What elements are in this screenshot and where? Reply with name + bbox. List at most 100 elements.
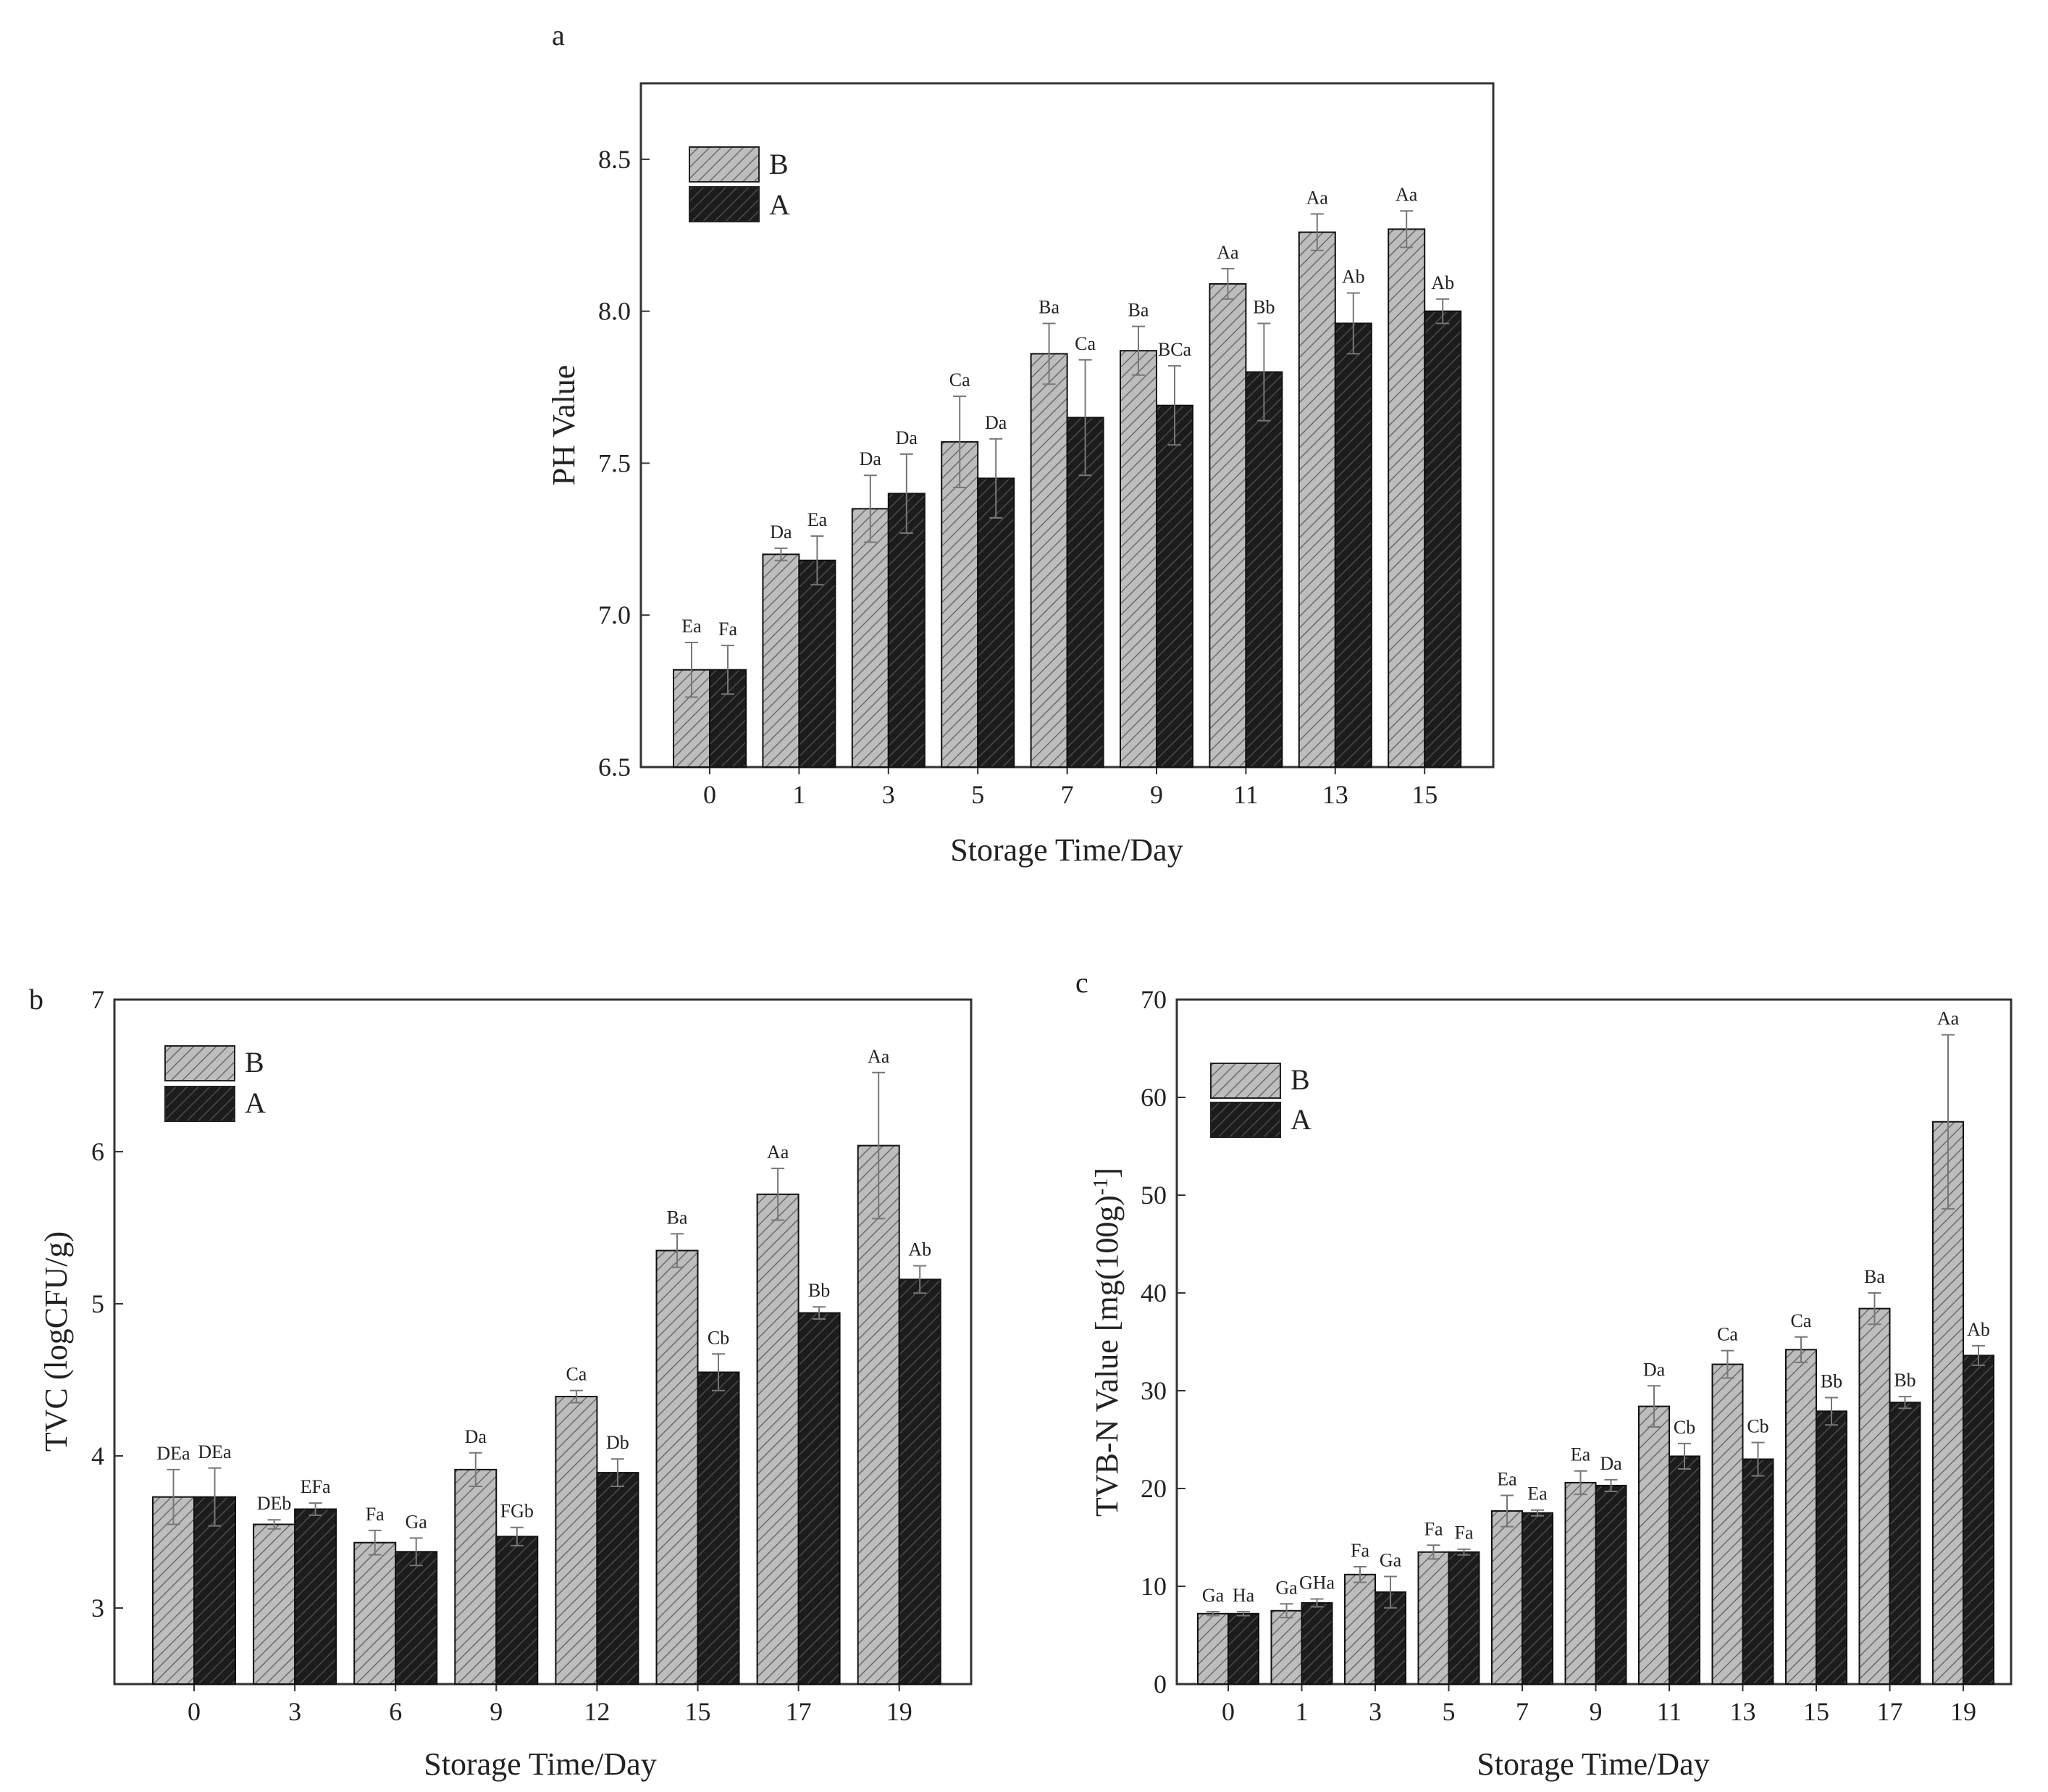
x-tick-label: 11	[1657, 1697, 1682, 1726]
legend-label-b: B	[1291, 1063, 1310, 1096]
panel-c-y-axis-label: TVB-N Value [mg(100g)-1]	[1089, 1168, 1125, 1517]
bar-b	[1491, 1510, 1523, 1686]
bar-b	[1564, 1481, 1597, 1686]
bar-b	[1785, 1349, 1817, 1686]
bar-b	[1858, 1307, 1891, 1685]
significance-label: GHa	[1299, 1573, 1335, 1594]
x-tick-label: 15	[685, 1697, 711, 1726]
significance-label: Da	[1643, 1359, 1666, 1380]
significance-label: Da	[896, 427, 918, 448]
bar-a	[898, 1278, 941, 1685]
x-tick-label: 7	[1061, 780, 1074, 809]
significance-label: Aa	[1396, 184, 1418, 205]
panel-a-y-ticks: 6.5 7.0 7.5 8.0 8.5	[598, 145, 650, 782]
x-tick-label: 17	[786, 1697, 812, 1726]
significance-label: Fa	[366, 1504, 385, 1525]
bar-b	[1270, 1609, 1303, 1685]
panel-b-letter: b	[29, 983, 43, 1016]
x-tick-label: 5	[971, 780, 984, 809]
significance-label: Ha	[1233, 1585, 1255, 1606]
significance-label: Ga	[1275, 1577, 1298, 1598]
significance-label: DEa	[198, 1441, 232, 1462]
significance-label: Cb	[1747, 1416, 1768, 1437]
y-tick-label: 7	[91, 985, 104, 1014]
legend-swatch-b	[164, 1045, 235, 1081]
significance-label: Ga	[1202, 1585, 1225, 1606]
bar-a	[1742, 1458, 1774, 1685]
y-tick-label: 8.0	[598, 297, 631, 326]
significance-label: Ab	[1967, 1319, 1990, 1340]
x-tick-label: 15	[1803, 1697, 1829, 1726]
y-tick-label: 0	[1154, 1670, 1167, 1699]
bar-b	[353, 1541, 397, 1685]
x-tick-label: 3	[288, 1697, 301, 1726]
legend-label-a: A	[1291, 1103, 1312, 1136]
bar-b	[1197, 1612, 1229, 1686]
significance-label: Bb	[1894, 1370, 1915, 1391]
legend-swatch-a	[689, 186, 760, 222]
legend-label-a: A	[245, 1086, 266, 1119]
legend-label-a: A	[769, 188, 790, 221]
significance-label: Aa	[1937, 1008, 1960, 1029]
significance-label: Aa	[767, 1142, 789, 1163]
significance-label: Db	[606, 1432, 629, 1453]
significance-label: Fa	[1455, 1523, 1474, 1544]
bar-a	[1522, 1512, 1553, 1685]
bar-b	[655, 1249, 699, 1685]
y-tick-label: 7.5	[598, 448, 631, 477]
bar-a	[1227, 1612, 1259, 1686]
legend-swatch-b	[1210, 1063, 1281, 1099]
x-tick-label: 12	[584, 1697, 610, 1726]
panel-c-y-axis-label-end: ]	[1089, 1168, 1125, 1178]
bar-b	[762, 553, 800, 768]
panel-b-plot-frame	[113, 998, 973, 1686]
significance-label: Bb	[1821, 1370, 1842, 1391]
panel-a-y-axis-label: PH Value	[546, 365, 582, 486]
significance-label: Fa	[1351, 1540, 1369, 1561]
bar-b	[152, 1496, 195, 1685]
y-tick-label: 8.5	[598, 145, 631, 174]
bar-b	[851, 508, 889, 769]
y-tick-label: 4	[91, 1441, 104, 1470]
y-tick-label: 70	[1141, 985, 1167, 1014]
bar-b	[1711, 1363, 1744, 1686]
significance-label: Da	[985, 412, 1007, 433]
panel-a-legend: B A	[689, 146, 790, 222]
significance-label: Ga	[1380, 1550, 1402, 1571]
significance-label: BCa	[1158, 339, 1192, 360]
bar-b	[1120, 350, 1157, 769]
x-tick-label: 5	[1443, 1697, 1456, 1726]
y-tick-label: 30	[1141, 1376, 1167, 1405]
bar-a	[977, 477, 1015, 769]
x-tick-label: 1	[792, 780, 805, 809]
bar-a	[1245, 371, 1283, 768]
panel-c-letter: c	[1075, 966, 1088, 999]
x-tick-label: 0	[703, 780, 716, 809]
x-tick-label: 13	[1730, 1697, 1756, 1726]
significance-label: Ea	[1527, 1483, 1548, 1504]
significance-label: Cb	[1674, 1417, 1695, 1438]
significance-label: Ca	[949, 369, 970, 390]
x-tick-label: 13	[1322, 780, 1348, 809]
panel-a: a 6.57.07.58.08.5 0 1 3 5 7 9 11 13 15 EaDaDaCaB…	[546, 19, 1495, 868]
significance-label: Ab	[908, 1239, 931, 1260]
y-tick-label: 60	[1141, 1083, 1167, 1112]
bar-a	[1156, 404, 1193, 768]
bar-b	[857, 1144, 900, 1685]
significance-label: Ea	[681, 616, 702, 637]
panel-a-x-ticks: 0 1 3 5 7 9 11 13 15	[703, 767, 1438, 809]
panel-b-y-axis-label: TVC (logCFU/g)	[38, 1231, 74, 1452]
significance-label: Ea	[1571, 1444, 1591, 1465]
bar-b	[941, 441, 979, 768]
bar-b	[1417, 1551, 1450, 1685]
y-tick-label: 10	[1141, 1572, 1167, 1601]
panel-c-legend: B A	[1210, 1063, 1312, 1138]
bar-a	[1963, 1355, 1994, 1686]
panel-c-y-axis-label-main: TVB-N Value [mg(100g)	[1089, 1195, 1125, 1517]
panel-b-bars: DEa DEb Fa Da Ca Ba Aa Aa DEa EFa Ga FGb Db Cb Bb Ab	[152, 1046, 941, 1686]
panel-b-x-ticks: 0 3 6 9 12 15 17 19	[188, 1684, 912, 1726]
